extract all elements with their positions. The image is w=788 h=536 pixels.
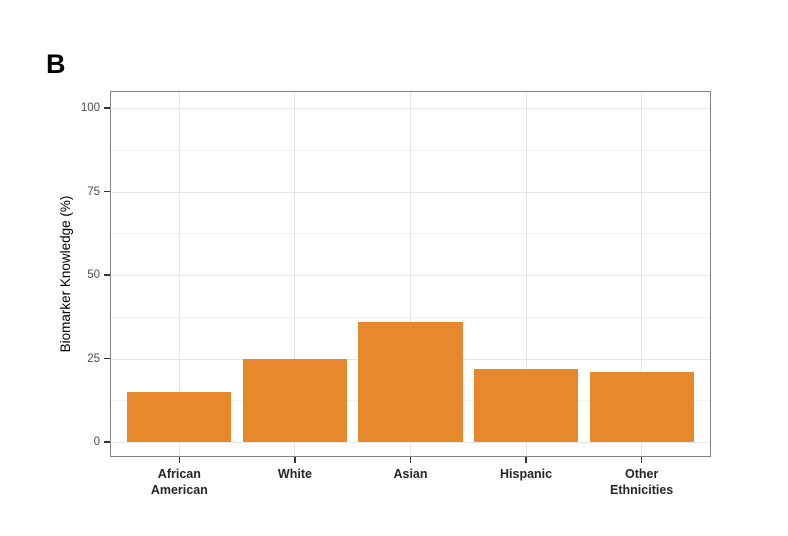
y-axis-tick-label-0: 0 bbox=[93, 436, 100, 448]
bar-white bbox=[242, 358, 347, 442]
y-axis-tick-label-50: 50 bbox=[87, 269, 100, 281]
x-axis-tick-african-american bbox=[178, 457, 180, 463]
y-axis-tick-label-75: 75 bbox=[87, 185, 100, 198]
gridline-vertical-hispanic bbox=[525, 91, 527, 457]
y-axis-tick-label-25: 25 bbox=[87, 352, 100, 365]
y-axis-tick-25 bbox=[104, 357, 110, 360]
y-axis-tick-75 bbox=[104, 190, 110, 193]
x-axis-tick-hispanic bbox=[525, 457, 527, 463]
y-axis-tick-0 bbox=[104, 441, 110, 443]
panel-label: B bbox=[46, 49, 66, 79]
x-axis-tick-label-african-american: African American bbox=[150, 467, 208, 497]
x-axis-tick-white bbox=[294, 457, 296, 463]
x-axis-tick-label-hispanic: Hispanic bbox=[500, 467, 553, 481]
x-axis-tick-asian bbox=[409, 457, 412, 463]
gridline-vertical-asian bbox=[410, 91, 411, 457]
y-axis-tick-100 bbox=[104, 107, 110, 109]
x-axis-tick-label-other-ethnicities: Other Ethnicities bbox=[610, 467, 674, 497]
bar-hispanic bbox=[474, 368, 579, 442]
bar-african-american bbox=[127, 391, 232, 442]
bar-other-ethnicities bbox=[589, 371, 694, 442]
x-axis-tick-other-ethnicities bbox=[641, 457, 643, 463]
gridline-vertical-african-american bbox=[178, 91, 180, 457]
plot-area bbox=[110, 91, 711, 457]
y-axis-tick-50 bbox=[104, 274, 110, 276]
x-axis-tick-label-asian: Asian bbox=[393, 467, 428, 481]
gridline-vertical-other-ethnicities bbox=[641, 91, 643, 457]
y-axis-tick-label-100: 100 bbox=[80, 102, 100, 114]
x-axis-tick-label-white: White bbox=[277, 467, 312, 481]
bar-asian bbox=[358, 321, 463, 442]
gridline-vertical-white bbox=[294, 91, 296, 457]
